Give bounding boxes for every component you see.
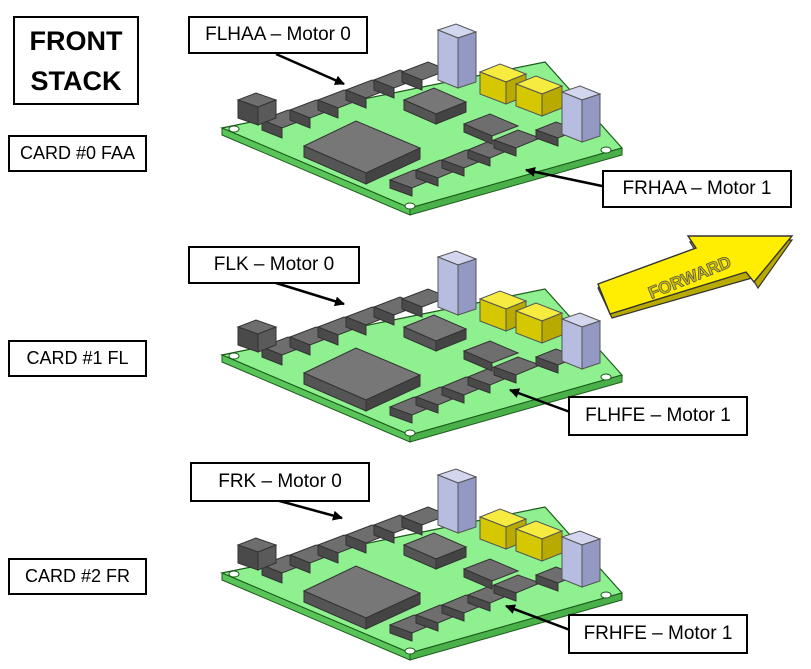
card-1-label: CARD #1 FL (8, 340, 147, 377)
card-2-motor0-label: FRK – Motor 0 (190, 462, 370, 502)
card-0-pcb (219, 23, 624, 216)
title-line-1: FRONT (29, 25, 123, 56)
card-2-motor1-label: FRHFE – Motor 1 (568, 614, 748, 654)
card-2-label: CARD #2 FR (8, 558, 147, 595)
title-line-2: STACK (30, 65, 122, 96)
forward-arrow: FORWARD (597, 235, 794, 319)
callout-arrows (275, 52, 603, 632)
callout-arrow-card1-motor0 (275, 281, 345, 307)
card-0-motor0-label: FLHAA – Motor 0 (188, 16, 368, 54)
callout-arrow-card2-motor0 (275, 498, 343, 521)
card-2-pcb (219, 468, 624, 661)
card-1-pcb (219, 250, 624, 443)
card-0-label: CARD #0 FAA (8, 135, 147, 172)
card-1-motor0-label: FLK – Motor 0 (188, 246, 360, 284)
callout-arrow-card0-motor0 (275, 52, 345, 86)
front-stack-title: FRONT STACK (13, 16, 139, 105)
card-1-motor1-label: FLHFE – Motor 1 (568, 396, 748, 436)
card-0-motor1-label: FRHAA – Motor 1 (602, 170, 792, 208)
callout-arrow-card1-motor1 (509, 388, 571, 414)
callout-arrow-card0-motor1 (525, 166, 603, 188)
callout-arrow-card2-motor1 (505, 604, 571, 632)
